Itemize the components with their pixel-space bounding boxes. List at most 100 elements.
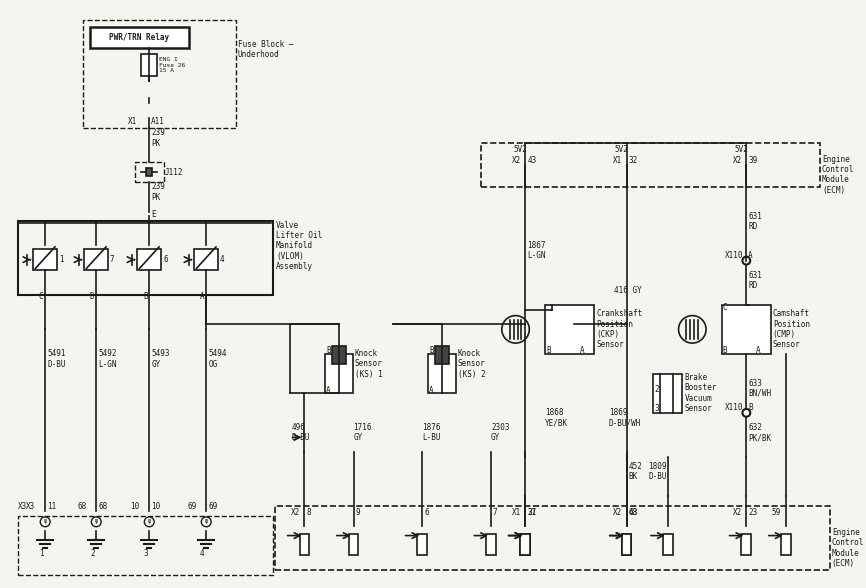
Text: 5V2: 5V2 xyxy=(615,145,629,154)
Text: X2: X2 xyxy=(613,509,622,517)
Text: 1: 1 xyxy=(39,549,43,558)
Text: A: A xyxy=(430,386,434,395)
Bar xyxy=(653,373,682,413)
Text: 3: 3 xyxy=(143,549,147,558)
Text: A: A xyxy=(200,292,204,302)
Text: 7: 7 xyxy=(493,509,498,517)
Text: 1809
D-BU: 1809 D-BU xyxy=(648,462,667,482)
Text: 2303
GY: 2303 GY xyxy=(491,423,509,442)
Text: 496
D-BU: 496 D-BU xyxy=(292,423,310,442)
Text: B: B xyxy=(143,292,147,302)
Text: 5V2: 5V2 xyxy=(734,145,748,154)
Bar xyxy=(146,168,152,176)
Text: 452
BK: 452 BK xyxy=(629,462,643,482)
Text: 5494
OG: 5494 OG xyxy=(208,349,227,369)
Text: J112: J112 xyxy=(165,168,184,177)
Text: 6: 6 xyxy=(424,509,429,517)
Text: 1716
GY: 1716 GY xyxy=(353,423,372,442)
Bar xyxy=(138,249,161,270)
Text: 632
PK/BK: 632 PK/BK xyxy=(748,423,772,442)
Text: B: B xyxy=(546,346,551,356)
Text: 63: 63 xyxy=(629,509,637,517)
Text: Camshaft
Position
(CMP)
Sensor: Camshaft Position (CMP) Sensor xyxy=(772,309,810,349)
Bar xyxy=(83,20,236,128)
Text: ψ: ψ xyxy=(204,519,208,524)
Text: 5491
D-BU: 5491 D-BU xyxy=(47,349,66,369)
Text: Valve
Lifter Oil
Manifold
(VLOM)
Assembly: Valve Lifter Oil Manifold (VLOM) Assembl… xyxy=(276,220,322,271)
Text: 7: 7 xyxy=(110,255,114,264)
Text: X2: X2 xyxy=(733,509,742,517)
Text: 1867
L-GN: 1867 L-GN xyxy=(527,241,546,260)
Bar xyxy=(435,346,449,364)
Text: 48: 48 xyxy=(629,509,637,517)
Text: 31: 31 xyxy=(527,509,537,517)
Bar xyxy=(90,27,189,48)
Text: X2: X2 xyxy=(291,509,300,517)
Bar xyxy=(428,354,456,393)
Text: 1869
D-BU/WH: 1869 D-BU/WH xyxy=(609,408,641,427)
Text: B: B xyxy=(723,346,727,356)
Text: 4: 4 xyxy=(220,255,224,264)
Text: B: B xyxy=(326,346,331,356)
Text: 43: 43 xyxy=(527,156,537,165)
Text: 416 GY: 416 GY xyxy=(614,286,642,295)
Text: 239
PK: 239 PK xyxy=(152,182,165,202)
Text: 32: 32 xyxy=(629,156,637,165)
Text: ψ: ψ xyxy=(147,519,151,524)
Text: D: D xyxy=(90,292,94,302)
Text: 1868
YE/BK: 1868 YE/BK xyxy=(545,408,568,427)
Bar xyxy=(622,534,631,555)
Text: 5V2: 5V2 xyxy=(514,145,527,154)
Text: 68: 68 xyxy=(98,502,107,510)
Text: A: A xyxy=(756,346,760,356)
Bar xyxy=(332,346,346,364)
Text: 23: 23 xyxy=(748,509,758,517)
Text: 5493
GY: 5493 GY xyxy=(152,349,170,369)
Text: X110: X110 xyxy=(725,251,743,260)
Text: Fuse Block –
Underhood: Fuse Block – Underhood xyxy=(237,39,294,59)
Text: B: B xyxy=(748,403,753,412)
Text: X1: X1 xyxy=(512,509,520,517)
Text: 3: 3 xyxy=(654,405,659,413)
Bar xyxy=(780,534,791,555)
Bar xyxy=(17,221,273,295)
Text: 633
BN/WH: 633 BN/WH xyxy=(748,379,772,398)
Bar xyxy=(622,534,631,555)
Text: 2: 2 xyxy=(654,385,659,394)
Bar xyxy=(195,249,218,270)
Text: 6: 6 xyxy=(163,255,168,264)
Text: Brake
Booster
Vacuum
Sensor: Brake Booster Vacuum Sensor xyxy=(684,373,717,413)
Text: 5492
L-GN: 5492 L-GN xyxy=(98,349,117,369)
Text: 4: 4 xyxy=(200,549,204,558)
Text: X1: X1 xyxy=(128,116,138,126)
Text: 69: 69 xyxy=(208,502,217,510)
Bar xyxy=(134,162,164,182)
Text: C: C xyxy=(39,292,43,302)
Text: 27: 27 xyxy=(527,509,537,517)
Text: E: E xyxy=(152,210,156,219)
Text: ψ: ψ xyxy=(43,519,47,524)
Bar xyxy=(741,534,751,555)
Bar xyxy=(349,534,359,555)
Text: 2: 2 xyxy=(90,549,94,558)
Text: PWR/TRN Relay: PWR/TRN Relay xyxy=(109,33,170,42)
Text: 239
PK: 239 PK xyxy=(152,128,165,148)
Text: A11: A11 xyxy=(152,116,165,126)
Bar xyxy=(300,534,309,555)
Bar xyxy=(481,143,820,187)
Text: 1876
L-BU: 1876 L-BU xyxy=(423,423,441,442)
Text: 631
RD: 631 RD xyxy=(748,270,762,290)
Bar xyxy=(662,534,673,555)
Text: 9: 9 xyxy=(355,509,360,517)
Text: Knock
Sensor
(KS) 1: Knock Sensor (KS) 1 xyxy=(354,349,382,379)
Text: 68: 68 xyxy=(77,502,87,510)
Text: X3: X3 xyxy=(17,502,27,510)
Text: A: A xyxy=(326,386,331,395)
Text: X3: X3 xyxy=(26,502,36,510)
Bar xyxy=(34,249,57,270)
Text: 39: 39 xyxy=(748,156,758,165)
Text: Crankshaft
Position
(CKP)
Sensor: Crankshaft Position (CKP) Sensor xyxy=(596,309,643,349)
Text: A: A xyxy=(748,251,753,260)
Bar xyxy=(520,534,530,555)
Bar xyxy=(325,354,352,393)
